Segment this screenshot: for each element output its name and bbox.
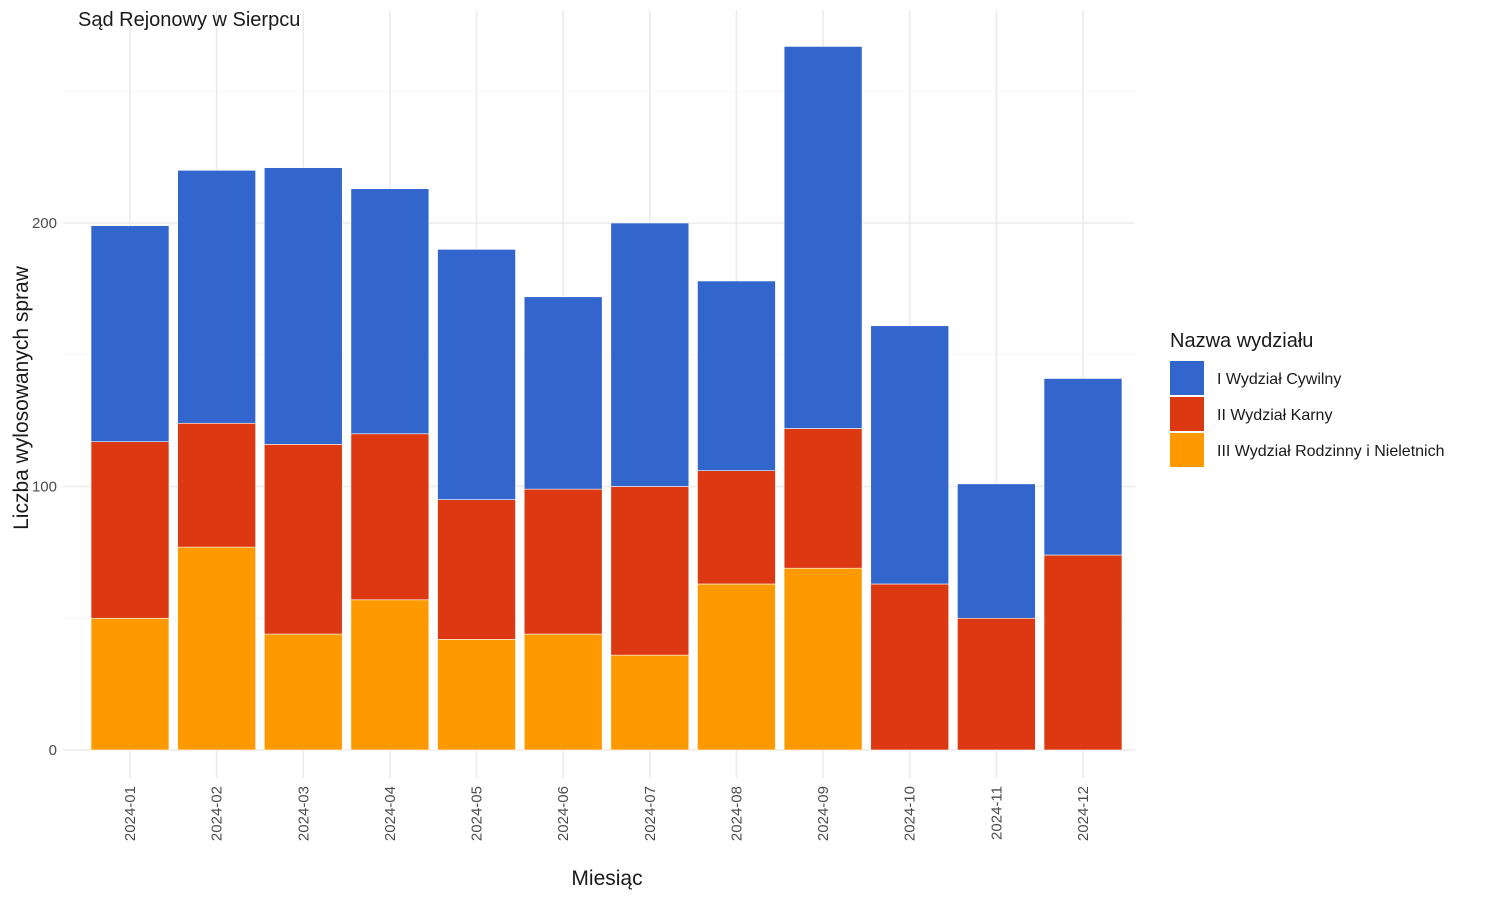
- legend-label: III Wydział Rodzinny i Nieletnich: [1217, 443, 1445, 460]
- bar-segment: [90, 617, 170, 751]
- x-tick-label: 2024-02: [209, 786, 226, 841]
- x-tick-label: 2024-11: [988, 786, 1005, 840]
- legend-swatch: [1170, 397, 1204, 431]
- y-axis-ticks: 0 100 200: [32, 215, 57, 759]
- bar-segment: [263, 167, 343, 445]
- y-axis-title: Liczba wylosowanych spraw: [10, 265, 33, 530]
- bar-segment: [610, 222, 690, 487]
- legend-swatch: [1170, 361, 1204, 395]
- bar-segment: [90, 441, 170, 619]
- bar-segment: [610, 486, 690, 656]
- bar-segment: [177, 422, 256, 548]
- x-tick-label: 2024-12: [1075, 786, 1092, 841]
- y-tick-label: 100: [32, 479, 57, 496]
- bar-segment: [697, 280, 776, 471]
- x-tick-label: 2024-04: [382, 786, 399, 841]
- x-axis-ticks: 2024-01 2024-02 2024-03 2024-04 2024-05 2024-…: [122, 786, 1092, 841]
- legend-label: II Wydział Karny: [1217, 407, 1332, 424]
- y-tick-label: 200: [32, 215, 57, 232]
- bar-segment: [523, 633, 603, 751]
- x-tick-label: 2024-01: [122, 786, 139, 841]
- legend-label: I Wydział Cywilny: [1217, 371, 1341, 388]
- bars: [90, 46, 1123, 751]
- bar-segment: [610, 654, 690, 751]
- bar-segment: [783, 567, 863, 751]
- x-tick-label: 2024-06: [555, 786, 572, 841]
- bar-segment: [177, 546, 256, 751]
- bar-segment: [263, 633, 343, 751]
- bar-segment: [870, 325, 950, 585]
- bar-segment: [437, 249, 516, 500]
- x-axis-title: Miesiąc: [571, 867, 642, 890]
- x-tick-label: 2024-08: [728, 786, 745, 841]
- bar-segment: [523, 488, 603, 635]
- bar-segment: [437, 499, 516, 640]
- bar-segment: [783, 46, 863, 429]
- x-tick-label: 2024-03: [295, 786, 312, 841]
- bar-segment: [783, 428, 863, 569]
- x-tick-label: 2024-10: [902, 786, 919, 841]
- legend-title: Nazwa wydziału: [1170, 330, 1313, 352]
- bar-segment: [263, 444, 343, 635]
- bar-segment: [523, 296, 603, 490]
- bar-segment: [957, 617, 1036, 751]
- bar-segment: [1043, 378, 1123, 556]
- chart-title: Sąd Rejonowy w Sierpcu: [78, 9, 300, 31]
- bar-segment: [870, 583, 950, 751]
- legend: Nazwa wydziału I Wydział Cywilny II Wydzi…: [1170, 330, 1445, 467]
- bar-segment: [90, 225, 170, 443]
- x-tick-label: 2024-07: [642, 786, 659, 841]
- legend-swatch: [1170, 433, 1204, 467]
- bar-segment: [350, 188, 430, 435]
- bar-segment: [350, 433, 430, 601]
- bar-segment: [350, 599, 430, 751]
- bar-segment: [177, 170, 256, 424]
- x-tick-label: 2024-09: [815, 786, 832, 841]
- bar-segment: [1043, 554, 1123, 751]
- bar-segment: [437, 639, 516, 751]
- x-tick-label: 2024-05: [469, 786, 486, 841]
- bar-segment: [697, 583, 776, 751]
- y-tick-label: 0: [49, 742, 57, 759]
- bar-segment: [957, 483, 1036, 619]
- bar-segment: [697, 470, 776, 585]
